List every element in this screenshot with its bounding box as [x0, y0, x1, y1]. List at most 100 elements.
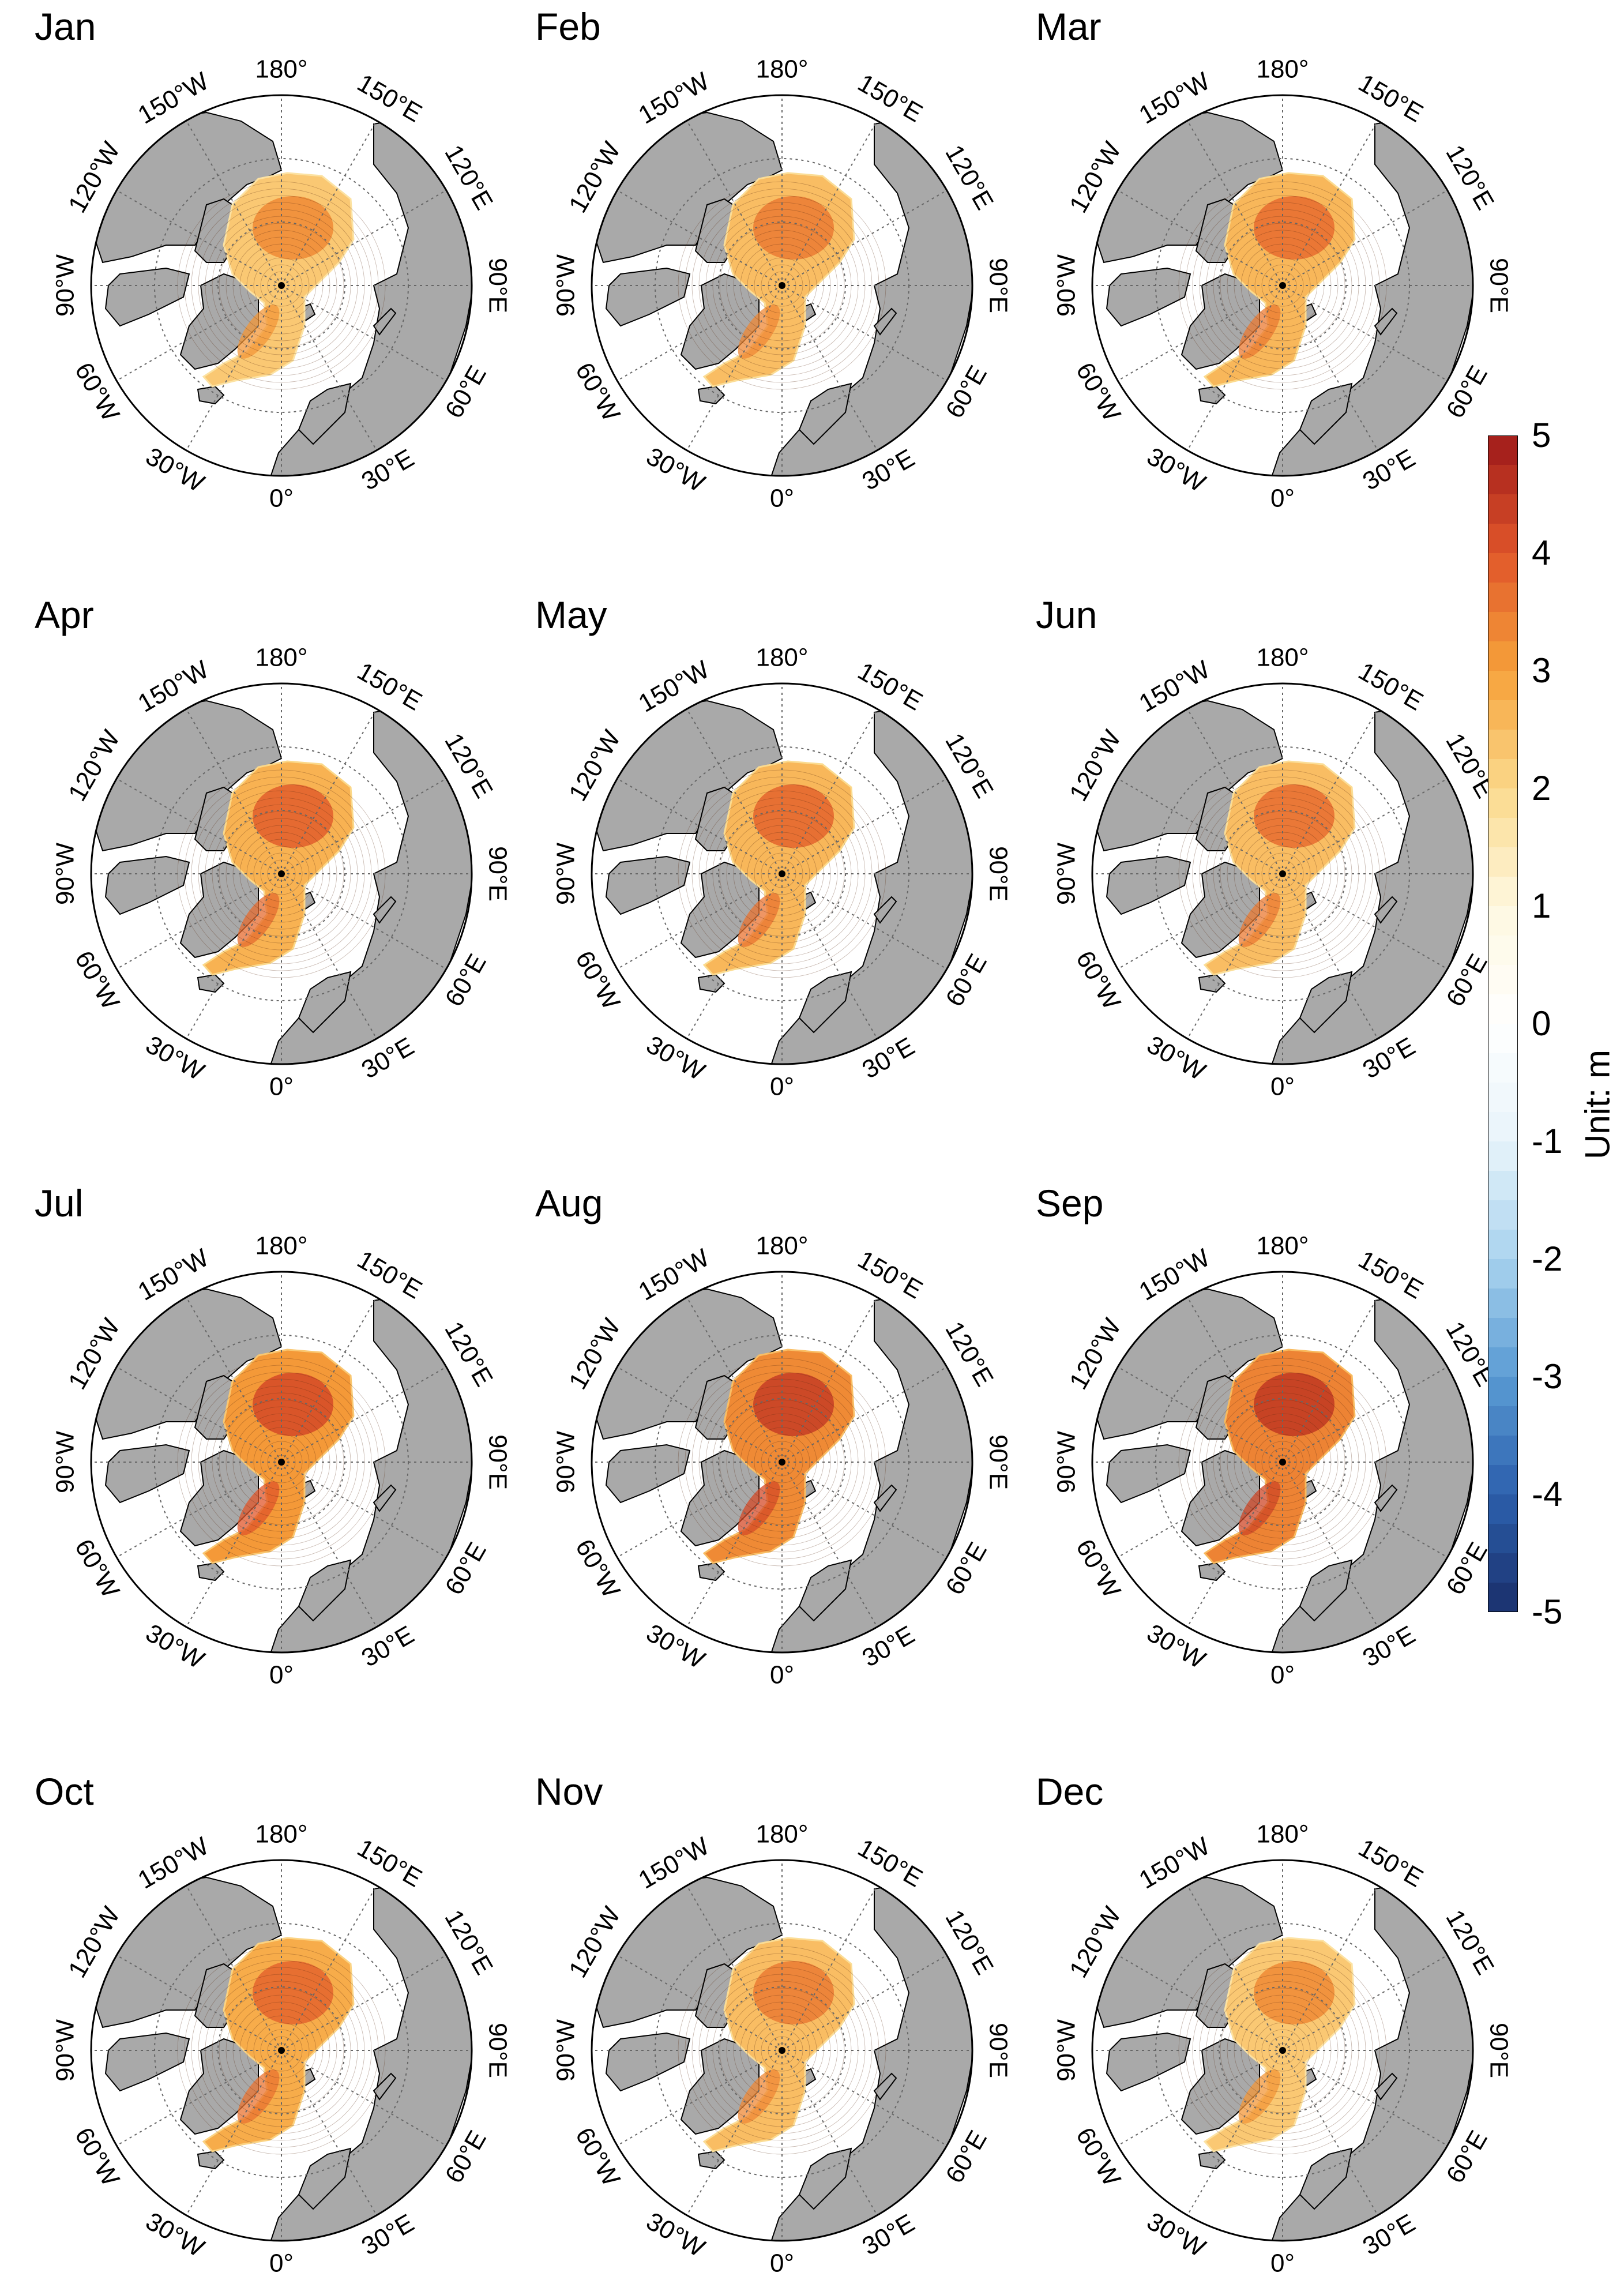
longitude-label: 0° — [770, 1073, 794, 1101]
polar-map: 180°150°E120°E90°E60°E30°E0°30°W60°W90°W… — [1052, 55, 1513, 513]
longitude-label: 0° — [1270, 1073, 1295, 1101]
greenland-ice-strip — [738, 2069, 780, 2124]
longitude-label: 0° — [1270, 1661, 1295, 1689]
colorbar-tick-label: 5 — [1532, 416, 1551, 454]
scandinavia-land — [298, 382, 352, 445]
polar-map: 180°150°E120°E90°E60°E30°E0°30°W60°W90°W… — [1052, 1820, 1513, 2278]
panel-title: May — [535, 593, 607, 636]
novaya-zemlya-land — [873, 2072, 897, 2101]
map-border — [90, 1271, 473, 1654]
colorbar-segment — [1488, 818, 1518, 848]
colorbar-segment — [1488, 1583, 1518, 1612]
north-pole-marker — [278, 282, 285, 289]
longitude-label: 90°E — [483, 846, 512, 901]
polar-map: 180°150°E120°E90°E60°E30°E0°30°W60°W90°W… — [552, 644, 1013, 1101]
panel-title: Jan — [35, 5, 96, 48]
panel-title: Mar — [1036, 5, 1102, 48]
map-panel-jan: Jan 180° 150°E 120°E 90°E 60°E 30°E 0° 30°W 60°W 9… — [35, 7, 512, 516]
panel-title: Oct — [35, 1770, 94, 1813]
longitude-label: 180° — [255, 55, 307, 84]
colorbar-segment — [1488, 465, 1518, 495]
longitude-label: 180° — [1256, 1820, 1309, 1849]
hudson-bay-land — [605, 2032, 691, 2092]
novaya-zemlya-land — [1374, 2072, 1398, 2101]
north-pole-marker — [278, 870, 285, 877]
longitude-label: 90°W — [1052, 254, 1081, 317]
thick-ice-core — [1254, 1373, 1334, 1436]
longitude-label: 90°W — [552, 843, 580, 906]
scandinavia-land — [298, 971, 352, 1034]
polar-map: 180°150°E120°E90°E60°E30°E0°30°W60°W90°W… — [51, 1232, 512, 1689]
panel-title: Sep — [1036, 1182, 1104, 1224]
thick-ice-core — [1254, 784, 1334, 848]
longitude-label: 90°W — [51, 254, 80, 317]
colorbar-segment — [1488, 877, 1518, 907]
longitude-label: 180° — [1256, 55, 1309, 84]
greenland-ice-strip — [237, 893, 280, 947]
longitude-label: 180° — [755, 644, 808, 672]
scandinavia-land — [1299, 1559, 1353, 1622]
longitude-label: 90°E — [483, 2023, 512, 2078]
novaya-zemlya-land — [373, 307, 397, 336]
colorbar-segment — [1488, 994, 1518, 1024]
polar-map: 180°150°E120°E90°E60°E30°E0°30°W60°W90°W… — [51, 1820, 512, 2278]
map-border — [1091, 94, 1474, 477]
map-border — [1091, 1271, 1474, 1654]
scandinavia-land — [798, 382, 852, 445]
greenland-ice-strip — [1238, 1481, 1281, 1535]
thick-ice-core — [1254, 1961, 1334, 2024]
colorbar-tick-label: 4 — [1532, 534, 1551, 572]
colorbar-tick-label: 2 — [1532, 769, 1551, 807]
scandinavia-land — [798, 971, 852, 1034]
greenland-ice-strip — [237, 305, 280, 359]
colorbar-segment — [1488, 641, 1518, 671]
colorbar-tick-label: 3 — [1532, 651, 1551, 690]
scandinavia-land — [298, 1559, 352, 1622]
colorbar-segment — [1488, 1112, 1518, 1142]
colorbar — [1488, 435, 1518, 1612]
longitude-label: 0° — [269, 1661, 294, 1689]
colorbar-segment — [1488, 759, 1518, 789]
colorbar-segment — [1488, 583, 1518, 613]
longitude-label: 90°E — [984, 846, 1012, 901]
greenland-ice-strip — [738, 305, 780, 359]
longitude-label: 0° — [770, 484, 794, 513]
north-pole-marker — [1279, 2047, 1286, 2054]
longitude-label: 90°W — [51, 1431, 80, 1494]
colorbar-segment — [1488, 612, 1518, 642]
hudson-bay-land — [605, 267, 691, 327]
map-border — [591, 1271, 973, 1654]
novaya-zemlya-land — [873, 896, 897, 924]
colorbar-segment — [1488, 906, 1518, 936]
map-border — [591, 94, 973, 477]
hudson-bay-land — [104, 267, 190, 327]
colorbar-segment — [1488, 936, 1518, 966]
eurasia-land — [269, 1882, 472, 2241]
colorbar-tick-label: -1 — [1532, 1122, 1563, 1160]
colorbar-segment — [1488, 965, 1518, 995]
colorbar-segment — [1488, 1494, 1518, 1524]
hudson-bay-land — [104, 855, 190, 915]
map-border — [591, 1859, 973, 2242]
longitude-label: 180° — [755, 55, 808, 84]
colorbar-segment — [1488, 700, 1518, 730]
map-border — [1091, 682, 1474, 1065]
longitude-label: 90°E — [1484, 258, 1513, 313]
north-pole-marker — [278, 2047, 285, 2054]
map-border — [90, 94, 473, 477]
panel-title: Jun — [1036, 593, 1097, 636]
map-panel-apr: Apr 180° 150°E 120°E 90°E 60°E 30°E 0° 30°W 60°W 9… — [35, 596, 512, 1105]
polar-map: 180°150°E120°E90°E60°E30°E0°30°W60°W90°W… — [1052, 1232, 1513, 1689]
thick-ice-core — [253, 1961, 333, 2024]
map-border — [591, 682, 973, 1065]
longitude-label: 0° — [770, 1661, 794, 1689]
scandinavia-land — [1299, 971, 1353, 1034]
hudson-bay-land — [1106, 1444, 1191, 1504]
colorbar-segment — [1488, 788, 1518, 818]
colorbar-segment — [1488, 1524, 1518, 1554]
scandinavia-land — [1299, 382, 1353, 445]
eurasia-land — [769, 1294, 972, 1652]
polar-map: 180°150°E120°E90°E60°E30°E0°30°W60°W90°W… — [51, 55, 512, 513]
eurasia-land — [1270, 705, 1473, 1064]
longitude-label: 90°W — [51, 2019, 80, 2082]
